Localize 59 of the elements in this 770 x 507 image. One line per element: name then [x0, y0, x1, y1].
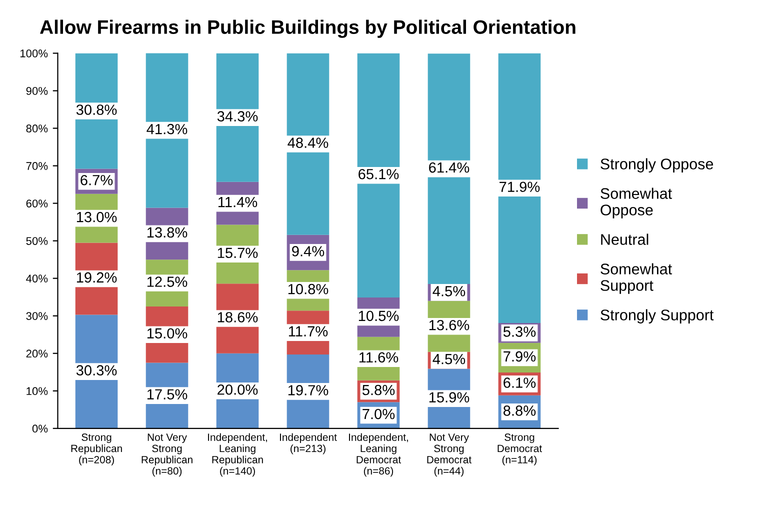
- data-label: 41.3%: [146, 124, 188, 134]
- data-label: 7.9%: [504, 351, 536, 362]
- y-tick-label: 60%: [26, 200, 48, 208]
- data-label: 34.3%: [217, 111, 258, 122]
- x-tick-label: Independent, Leaning Democrat (n=86): [349, 433, 408, 477]
- data-label: 61.4%: [429, 162, 470, 173]
- data-label: 65.1%: [358, 168, 399, 180]
- x-tick-label: Independent (n=213): [280, 433, 337, 454]
- y-tick-label: 0%: [32, 424, 48, 433]
- y-tick-label: 30%: [26, 312, 48, 320]
- data-label: 11.4%: [218, 196, 258, 208]
- data-label: 18.6%: [218, 312, 258, 322]
- y-tick-label: 50%: [26, 237, 48, 245]
- data-label: 15.7%: [218, 248, 258, 258]
- y-tick-label: 80%: [26, 124, 48, 132]
- data-label: 13.6%: [429, 320, 470, 330]
- data-label: 9.4%: [292, 246, 324, 256]
- x-tick-label: Not Very Strong Republican (n=80): [142, 434, 192, 477]
- legend-label: Somewhat Support: [600, 263, 672, 294]
- data-label: 12.5%: [147, 276, 188, 287]
- data-label: 11.6%: [359, 352, 398, 363]
- y-tick-label: 70%: [26, 162, 48, 170]
- data-label: 10.5%: [358, 310, 399, 322]
- legend-label: Strongly Support: [600, 309, 714, 324]
- data-label: 13.0%: [76, 212, 117, 222]
- x-tick-label: Independent, Leaning Republican (n=140): [208, 433, 267, 477]
- data-label: 10.8%: [288, 284, 328, 294]
- x-tick-label: Strong Republican (n=208): [71, 434, 122, 466]
- x-tick-label: Strong Democrat (n=114): [498, 434, 542, 466]
- y-tick-label: 10%: [26, 387, 48, 396]
- data-label: 5.8%: [362, 384, 395, 396]
- x-tick-label: Not Very Strong Democrat (n=44): [427, 434, 472, 477]
- data-label: 15.0%: [147, 328, 188, 339]
- data-label: 71.9%: [500, 182, 540, 192]
- data-label: 48.4%: [288, 138, 328, 148]
- data-label: 5.3%: [503, 326, 536, 337]
- chart-title: Allow Firearms in Public Buildings by Political Orientation: [40, 20, 576, 38]
- legend-label: Strongly Oppose: [600, 158, 714, 172]
- y-tick-label: 100%: [20, 50, 48, 58]
- legend-label: Somewhat Oppose: [600, 188, 672, 218]
- data-label: 11.7%: [288, 326, 328, 336]
- data-label: 30.3%: [76, 365, 117, 376]
- data-label: 6.1%: [504, 378, 536, 388]
- data-label: 19.7%: [288, 385, 328, 396]
- data-label: 19.2%: [76, 272, 117, 283]
- legend-label: Neutral: [601, 234, 648, 245]
- data-label: 17.5%: [147, 389, 188, 400]
- y-tick-label: 40%: [26, 274, 48, 282]
- y-tick-label: 90%: [26, 87, 48, 95]
- data-label: 4.5%: [432, 354, 466, 364]
- data-label: 20.0%: [218, 384, 258, 395]
- data-label: 30.8%: [76, 104, 117, 115]
- data-label: 15.9%: [429, 392, 470, 403]
- data-label: 13.8%: [147, 227, 188, 238]
- data-label: 4.5%: [432, 286, 466, 296]
- data-label: 8.8%: [503, 405, 536, 416]
- y-tick-label: 20%: [26, 350, 48, 358]
- data-label: 6.7%: [80, 174, 113, 186]
- data-label: 7.0%: [362, 408, 395, 420]
